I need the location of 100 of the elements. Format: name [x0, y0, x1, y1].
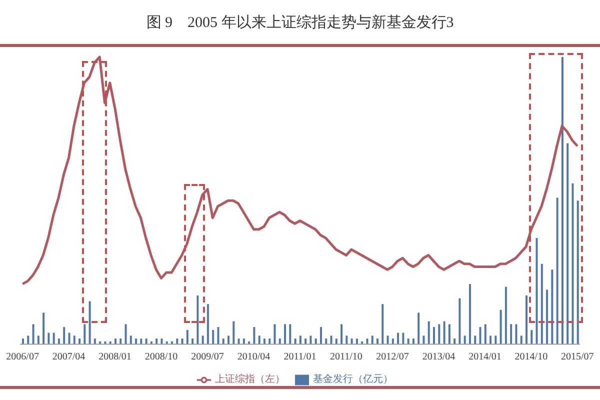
x-tick-label: 2014/10: [514, 351, 548, 362]
bar: [217, 327, 220, 344]
bar: [196, 295, 199, 344]
bar: [500, 310, 502, 344]
x-tick-label: 2015/07: [561, 351, 594, 362]
bar: [536, 238, 538, 344]
x-tick-label: 2011/01: [284, 351, 316, 362]
bar: [566, 143, 569, 344]
bar: [52, 332, 55, 344]
bar: [78, 338, 81, 344]
bar: [520, 336, 522, 344]
bar: [68, 332, 70, 344]
bar: [376, 338, 378, 344]
bar: [366, 338, 368, 344]
bar: [294, 338, 296, 344]
bar: [284, 324, 286, 344]
x-tick-label: 2006/07: [6, 351, 39, 362]
bar: [304, 338, 307, 344]
bar: [350, 338, 353, 344]
bar: [443, 321, 446, 344]
bar: [428, 321, 430, 344]
bar: [84, 324, 86, 344]
bar: [458, 298, 461, 344]
bar: [510, 324, 512, 344]
bar: [22, 338, 24, 344]
bar: [232, 321, 235, 344]
bar: [222, 338, 224, 344]
bar: [202, 336, 204, 344]
bar: [278, 338, 281, 344]
bar: [320, 327, 322, 344]
bar: [392, 338, 394, 344]
bar: [474, 336, 476, 344]
bar: [325, 338, 328, 344]
bar: [479, 327, 482, 344]
bar: [490, 336, 492, 344]
bar: [572, 183, 574, 344]
bar: [448, 324, 450, 344]
bar: [156, 338, 158, 344]
bar: [418, 312, 420, 344]
bar: [94, 338, 96, 344]
bar: [206, 304, 209, 344]
bar: [228, 336, 230, 344]
bar: [37, 336, 40, 344]
x-tick-label: 2009/07: [191, 351, 224, 362]
bar: [73, 336, 76, 344]
bar: [253, 327, 256, 344]
x-tick-label: 2012/07: [376, 351, 409, 362]
chart-title: 图 9 2005 年以来上证综指走势与新基金发行3: [145, 14, 455, 32]
bar: [515, 324, 518, 344]
bar: [438, 324, 440, 344]
bar: [186, 330, 188, 344]
legend-label: 上证综指（左）: [215, 374, 285, 386]
bar: [556, 198, 558, 344]
bar: [576, 200, 579, 344]
bar: [386, 336, 389, 344]
bar: [238, 338, 240, 344]
bar: [397, 332, 400, 344]
bar: [274, 324, 276, 344]
bar: [484, 324, 486, 344]
bar: [346, 336, 348, 344]
bar: [551, 270, 554, 344]
bar: [289, 324, 292, 344]
bar: [192, 338, 194, 344]
bar: [330, 336, 332, 344]
bar: [42, 312, 45, 344]
x-tick-label: 2010/04: [237, 351, 270, 362]
bar: [546, 290, 548, 344]
bar: [382, 304, 384, 344]
bar: [356, 338, 358, 344]
bar: [371, 336, 374, 344]
legend-label: 基金发行（亿元）: [313, 374, 393, 386]
bar: [32, 324, 34, 344]
bar: [124, 324, 127, 344]
x-tick-label: 2008/01: [98, 351, 132, 362]
bar: [504, 286, 507, 344]
bar: [176, 338, 178, 344]
bar: [88, 301, 91, 344]
bar: [268, 338, 271, 344]
bar: [335, 338, 338, 344]
x-tick-label: 2007/04: [52, 351, 86, 362]
bar: [340, 324, 343, 344]
bar: [242, 338, 245, 344]
bar: [27, 336, 30, 344]
bar: [454, 338, 456, 344]
bar: [407, 338, 410, 344]
bar: [464, 336, 466, 344]
bar: [525, 295, 528, 344]
bar: [160, 338, 163, 344]
bar: [145, 338, 148, 344]
bar: [422, 336, 425, 344]
bar: [310, 336, 312, 344]
bar: [140, 338, 142, 344]
bar: [412, 338, 414, 344]
bar: [530, 330, 533, 344]
bar: [494, 336, 497, 344]
bar: [181, 338, 184, 344]
x-tick-label: 2008/10: [144, 351, 178, 362]
bar: [135, 338, 138, 344]
bar: [48, 332, 50, 344]
bar: [468, 284, 471, 344]
